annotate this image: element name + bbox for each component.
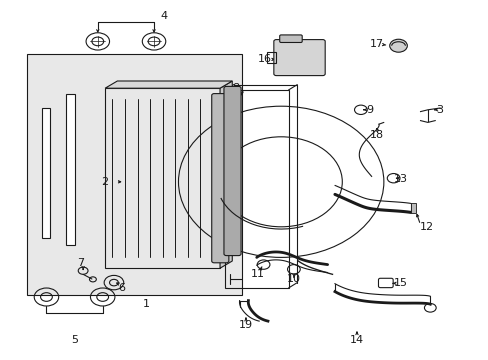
Text: 2: 2 [102,177,108,187]
Bar [41,108,50,238]
Polygon shape [220,81,232,268]
Text: 8: 8 [232,83,239,93]
Text: 5: 5 [71,335,78,345]
Text: 18: 18 [369,130,383,140]
Text: 9: 9 [366,105,372,115]
Bar [267,52,276,63]
Text: 7: 7 [77,258,84,268]
Circle shape [389,39,407,52]
FancyBboxPatch shape [273,40,325,76]
Text: 10: 10 [286,274,300,284]
Polygon shape [105,81,232,88]
Text: 15: 15 [393,278,407,288]
Text: 3: 3 [436,105,443,115]
Text: 6: 6 [118,283,124,293]
Text: 1: 1 [143,299,150,309]
Bar [66,94,75,245]
Text: 16: 16 [258,54,271,64]
Bar [27,54,242,295]
Text: 17: 17 [369,39,383,49]
Bar [224,90,288,288]
Text: 12: 12 [419,222,433,232]
Text: 14: 14 [349,335,363,345]
Bar [410,203,415,213]
Text: 11: 11 [251,269,264,279]
Text: 13: 13 [393,174,407,184]
Text: 19: 19 [239,320,252,330]
FancyBboxPatch shape [279,35,302,42]
FancyBboxPatch shape [224,86,241,256]
Text: 4: 4 [160,11,167,21]
FancyBboxPatch shape [211,94,228,263]
